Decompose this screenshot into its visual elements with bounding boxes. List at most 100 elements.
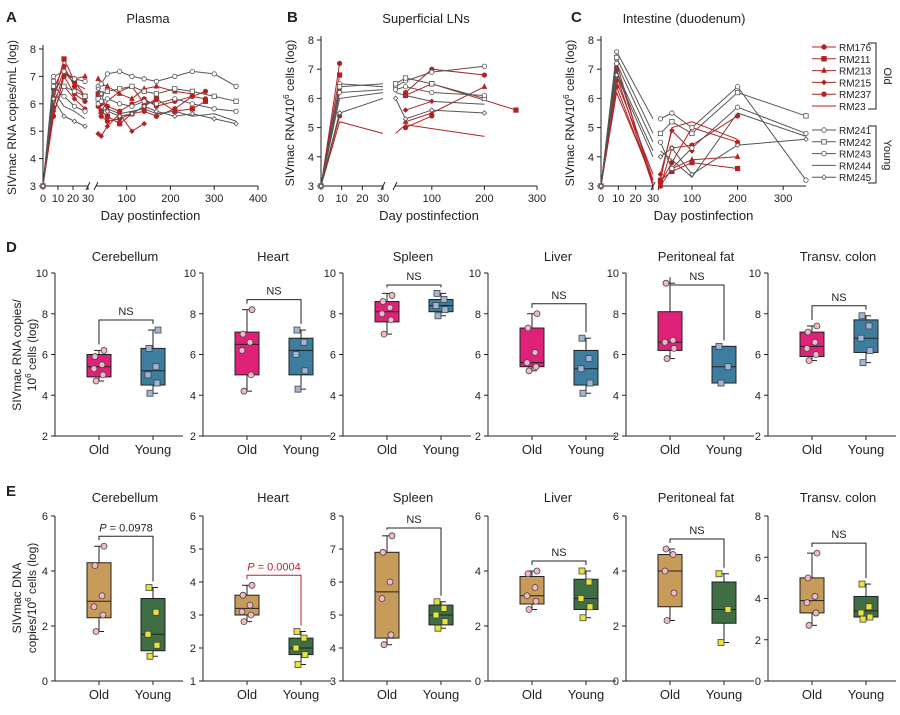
y-tick-label-e-2: 6 — [190, 511, 196, 523]
x-tick-label-a: 0 — [40, 193, 46, 205]
data-point-RM242 — [734, 89, 741, 96]
data-point-old — [380, 330, 388, 338]
data-point-RM243 — [429, 89, 435, 96]
data-point-young — [866, 613, 874, 621]
y-tick-label-e-4: 0 — [475, 676, 481, 688]
significance-label-d-1: NS — [118, 306, 133, 318]
x-tick-label-d-2: Old — [237, 442, 257, 457]
y-tick-label-e-3: 4 — [330, 643, 336, 655]
data-point-old — [386, 578, 394, 586]
data-point-young — [724, 363, 732, 371]
data-point-RM242 — [336, 84, 343, 90]
chart-title-d-6: Transv. colon — [800, 249, 877, 264]
x-tick-label-e-4: Old — [522, 687, 542, 702]
legend-label-RM213: RM213 — [839, 67, 872, 78]
legend-marker-RM213 — [821, 66, 827, 73]
y-tick-label-e-5: 6 — [613, 511, 619, 523]
significance-bracket-e-6 — [811, 542, 867, 579]
y-tick-label-d-3: 8 — [330, 309, 336, 321]
data-point-young — [434, 624, 442, 632]
data-point-RM242 — [104, 88, 110, 94]
data-point-young — [578, 567, 586, 575]
data-point-young — [577, 365, 585, 373]
data-point-young — [301, 367, 309, 375]
significance-bracket-d-6 — [811, 305, 867, 320]
y-tick-label-e-6: 4 — [755, 594, 761, 606]
significance-bracket-d-3 — [386, 284, 442, 288]
series-line-RM244 — [395, 92, 485, 105]
data-point-old — [100, 347, 108, 354]
y-tick-label-c: 7 — [588, 64, 594, 76]
legend-bracket-old — [868, 42, 877, 110]
data-point-RM211 — [513, 107, 519, 113]
data-point-old — [661, 338, 669, 346]
data-point-old — [662, 279, 670, 287]
data-point-RM241 — [129, 73, 135, 80]
y-axis-label-e-line1: SIVmac DNA — [10, 563, 24, 634]
data-point-old — [238, 608, 246, 616]
data-point-old — [98, 592, 106, 600]
data-point-RM241 — [669, 110, 675, 116]
series-line-RM213 — [660, 156, 738, 187]
data-point-young — [432, 611, 440, 619]
data-point-RM243 — [129, 103, 135, 109]
x-tick-label-a: 200 — [161, 193, 179, 205]
y-tick-label-a: 5 — [30, 126, 36, 138]
y-tick-label-e-3: 3 — [330, 676, 336, 688]
series-line-RM23 — [320, 121, 384, 187]
y-tick-label-a: 7 — [30, 71, 36, 83]
y-tick-label-c: 4 — [588, 152, 594, 164]
box-young — [140, 598, 166, 652]
data-point-old — [533, 310, 541, 318]
data-point-RM242 — [129, 83, 135, 89]
x-tick-label-e-5: Old — [660, 687, 680, 702]
data-point-young — [578, 334, 586, 342]
panel-letter-d: D — [6, 239, 17, 256]
box-old — [799, 331, 825, 358]
data-point-young — [153, 641, 161, 649]
data-point-RM242 — [82, 93, 88, 99]
data-point-RM243 — [392, 87, 399, 93]
significance-bracket-e-5 — [669, 538, 725, 568]
data-point-RM241 — [429, 69, 435, 75]
data-point-RM245 — [803, 136, 809, 143]
y-tick-label-c: 3 — [588, 181, 594, 193]
x-tick-label-b: 300 — [528, 193, 546, 205]
y-tick-label-e-3: 6 — [330, 577, 336, 589]
y-tick-label-d-3: 2 — [330, 431, 336, 443]
data-point-old — [661, 567, 669, 575]
data-point-RM211 — [189, 106, 195, 112]
y-tick-label-e-3: 5 — [330, 610, 336, 622]
series-line-RM243 — [320, 89, 384, 187]
x-tick-label-b: 20 — [356, 193, 368, 205]
y-tick-label-e-2: 5 — [190, 544, 196, 556]
x-tick-label-a: 20 — [67, 193, 79, 205]
data-point-young — [859, 359, 867, 367]
data-point-old — [524, 570, 532, 578]
data-point-RM243 — [71, 103, 78, 109]
data-point-old — [813, 549, 821, 557]
data-point-young — [145, 584, 153, 591]
y-tick-label-e-2: 2 — [190, 643, 196, 655]
data-point-young — [432, 302, 440, 310]
x-tick-label-b: 0 — [318, 193, 324, 205]
data-point-young — [717, 379, 725, 387]
data-point-RM211 — [153, 96, 160, 102]
series-line-RM241 — [660, 85, 807, 181]
y-axis-label-a: SIVmac RNA copies/mL (log) — [5, 40, 19, 195]
data-point-old — [523, 592, 531, 600]
data-point-old — [663, 355, 671, 362]
series-line-RM211 — [660, 162, 738, 181]
x-tick-label-d-5: Young — [706, 442, 742, 457]
data-point-RM242 — [803, 113, 809, 119]
legend-marker-RM241 — [821, 127, 827, 133]
significance-label-e-2: P = 0.0004 — [247, 561, 301, 573]
y-tick-label-d-5: 8 — [613, 309, 619, 321]
significance-bracket-d-4 — [531, 303, 587, 333]
data-point-RM237 — [202, 96, 209, 102]
data-point-RM241 — [211, 71, 217, 77]
y-tick-label-b: 4 — [308, 152, 314, 164]
data-point-young — [144, 371, 152, 379]
significance-label-d-4: NS — [551, 290, 566, 302]
data-point-RM242 — [429, 81, 435, 87]
